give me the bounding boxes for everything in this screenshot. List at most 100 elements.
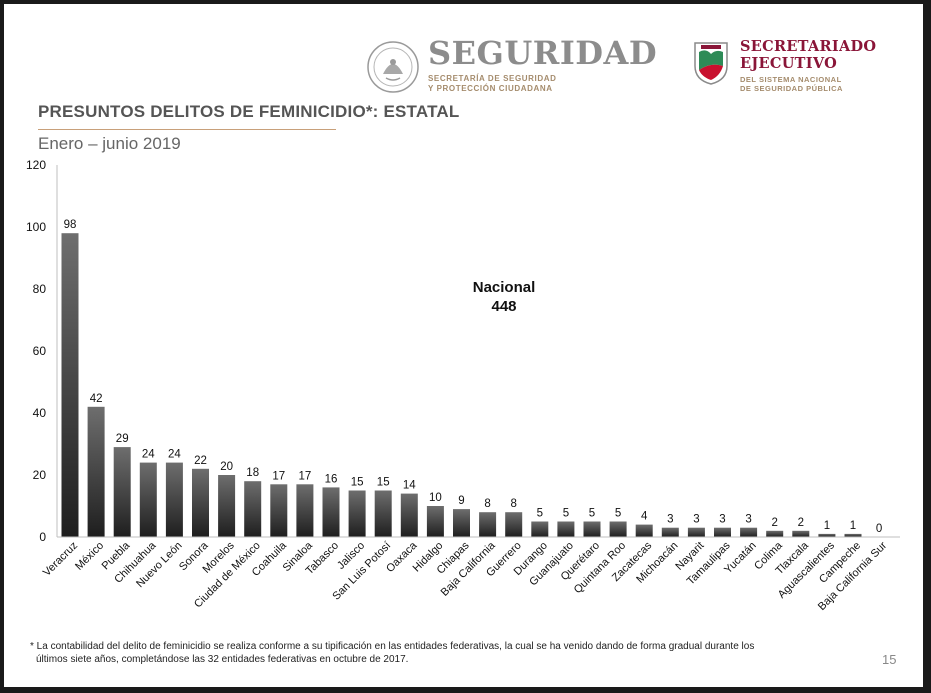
- bar: [244, 481, 262, 537]
- bar-value-label: 4: [641, 511, 648, 523]
- bar: [818, 533, 836, 537]
- bar-value-label: 16: [325, 473, 338, 485]
- page-number: 15: [882, 652, 897, 667]
- bar: [453, 509, 470, 537]
- bar: [635, 524, 653, 537]
- bar: [505, 512, 523, 537]
- bar-value-label: 10: [429, 492, 442, 504]
- bar-value-label: 24: [168, 449, 181, 461]
- footnote-line-1: * La contabilidad del delito de feminici…: [30, 641, 755, 652]
- y-tick-label: 60: [33, 344, 47, 358]
- bar: [348, 490, 366, 537]
- bar: [87, 406, 105, 537]
- bar: [165, 462, 183, 537]
- bar: [61, 233, 79, 537]
- bar: [557, 521, 575, 537]
- seguridad-logo-text: SEGURIDAD: [428, 34, 658, 72]
- bar-value-label: 3: [667, 514, 673, 526]
- y-tick-label: 80: [33, 282, 47, 296]
- bar: [792, 530, 810, 537]
- bar-value-label: 3: [745, 514, 751, 526]
- bar-value-label: 5: [589, 508, 595, 520]
- sesnsp-shield-icon: [694, 42, 728, 85]
- y-tick-label: 0: [39, 530, 46, 544]
- x-category-label: México: [73, 540, 106, 573]
- bar: [766, 530, 784, 537]
- bar: [531, 521, 549, 537]
- bar-value-label: 14: [403, 480, 416, 492]
- national-total-value: 448: [491, 298, 517, 315]
- y-tick-label: 100: [26, 220, 46, 234]
- bar-value-label: 5: [563, 508, 569, 520]
- bar-value-label: 3: [693, 514, 699, 526]
- bar-value-label: 42: [90, 393, 103, 405]
- bar-value-label: 1: [850, 520, 856, 532]
- secretariado-title-line-2: EJECUTIVO: [740, 55, 838, 72]
- national-total-label: Nacional: [472, 279, 536, 296]
- bar: [192, 468, 209, 537]
- bar: [296, 484, 314, 537]
- bar-value-label: 8: [484, 498, 490, 510]
- secretariado-logo-subtitle: DEL SISTEMA NACIONAL DE SEGURIDAD PÚBLIC…: [740, 75, 843, 93]
- bar: [322, 487, 340, 537]
- bar-value-label: 15: [377, 477, 390, 489]
- bar: [426, 506, 444, 537]
- bar-value-label: 17: [272, 470, 285, 482]
- seguridad-logo-subtitle: SECRETARÍA DE SEGURIDAD Y PROTECCIÓN CIU…: [428, 74, 556, 94]
- bar-value-label: 9: [458, 495, 464, 507]
- y-tick-label: 40: [33, 406, 47, 420]
- mexican-coat-of-arms-icon: [367, 41, 419, 93]
- bar: [479, 512, 497, 537]
- bar-value-label: 5: [537, 508, 543, 520]
- bar-value-label: 1: [824, 520, 830, 532]
- bar: [714, 527, 731, 537]
- bar: [270, 484, 288, 537]
- secretariado-subtitle-line-2: DE SEGURIDAD PÚBLICA: [740, 84, 843, 93]
- bar: [583, 521, 601, 537]
- bar: [374, 490, 392, 537]
- bar-value-label: 98: [64, 219, 77, 231]
- bar-value-label: 29: [116, 433, 129, 445]
- bar: [609, 521, 627, 537]
- slide-subtitle: Enero – junio 2019: [38, 134, 181, 153]
- secretariado-logo-text: SECRETARIADO EJECUTIVO: [740, 38, 876, 72]
- bar: [139, 462, 157, 537]
- bar: [740, 527, 758, 537]
- bar: [661, 527, 679, 537]
- bar-value-label: 8: [510, 498, 516, 510]
- bar: [218, 475, 236, 537]
- bar-value-label: 3: [719, 514, 725, 526]
- footnote: * La contabilidad del delito de feminici…: [30, 640, 880, 666]
- bar-value-label: 15: [351, 477, 364, 489]
- bar-value-label: 17: [299, 470, 312, 482]
- bar: [113, 447, 131, 537]
- slide-title: PRESUNTOS DELITOS DE FEMINICIDIO*: ESTAT…: [38, 102, 460, 121]
- seguridad-subtitle-line-1: SECRETARÍA DE SEGURIDAD: [428, 74, 557, 83]
- national-total-annotation: Nacional 448: [456, 278, 552, 316]
- bar: [844, 533, 862, 537]
- bar-value-label: 18: [246, 467, 259, 479]
- bar-value-label: 0: [876, 523, 882, 535]
- bar-value-label: 2: [771, 517, 777, 529]
- bar: [400, 493, 418, 537]
- y-tick-label: 120: [26, 158, 46, 172]
- secretariado-subtitle-line-1: DEL SISTEMA NACIONAL: [740, 75, 842, 84]
- x-category-label: Veracruz: [41, 540, 80, 579]
- title-divider: [38, 129, 336, 130]
- bar-value-label: 24: [142, 449, 155, 461]
- bars: [61, 233, 862, 537]
- slide: SEGURIDAD SECRETARÍA DE SEGURIDAD Y PROT…: [4, 4, 923, 687]
- footnote-line-2: últimos siete años, completándose las 32…: [36, 654, 409, 665]
- secretariado-title-line-1: SECRETARIADO: [740, 38, 877, 55]
- seguridad-subtitle-line-2: Y PROTECCIÓN CIUDADANA: [428, 84, 553, 93]
- bar-value-label: 5: [615, 508, 621, 520]
- bar-value-label: 2: [798, 517, 804, 529]
- bar-value-label: 22: [194, 455, 207, 467]
- bar: [687, 527, 705, 537]
- bar-value-label: 20: [220, 461, 233, 473]
- y-tick-label: 20: [33, 468, 47, 482]
- y-axis: 0 20 40 60 80 100 120: [26, 158, 58, 544]
